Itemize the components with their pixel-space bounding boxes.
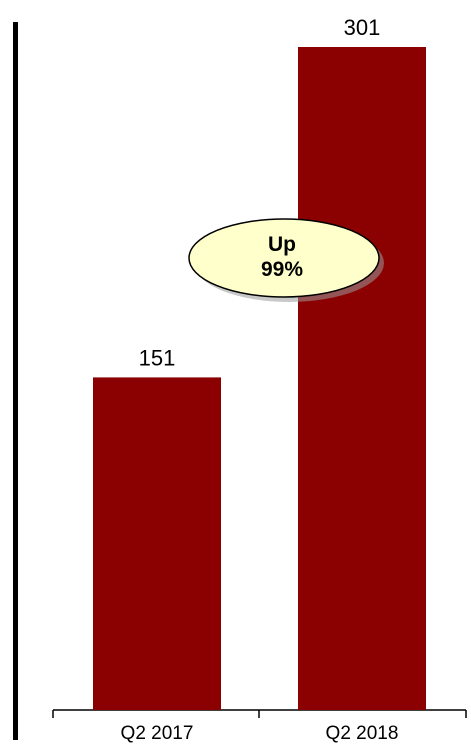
y-axis-line	[13, 22, 18, 740]
growth-callout: Up 99%	[188, 218, 384, 302]
data-label-q2-2017: 151	[139, 345, 176, 370]
callout-line-1: Up	[268, 233, 296, 256]
x-tick-label-q2-2018: Q2 2018	[326, 723, 399, 744]
bar-q2-2017	[93, 377, 221, 710]
callout-bubble	[188, 218, 380, 298]
data-label-q2-2018: 301	[344, 15, 381, 40]
callout-line-2: 99%	[261, 258, 303, 281]
bar-q2-2018	[298, 47, 426, 710]
x-tick-label-q2-2017: Q2 2017	[121, 723, 194, 744]
